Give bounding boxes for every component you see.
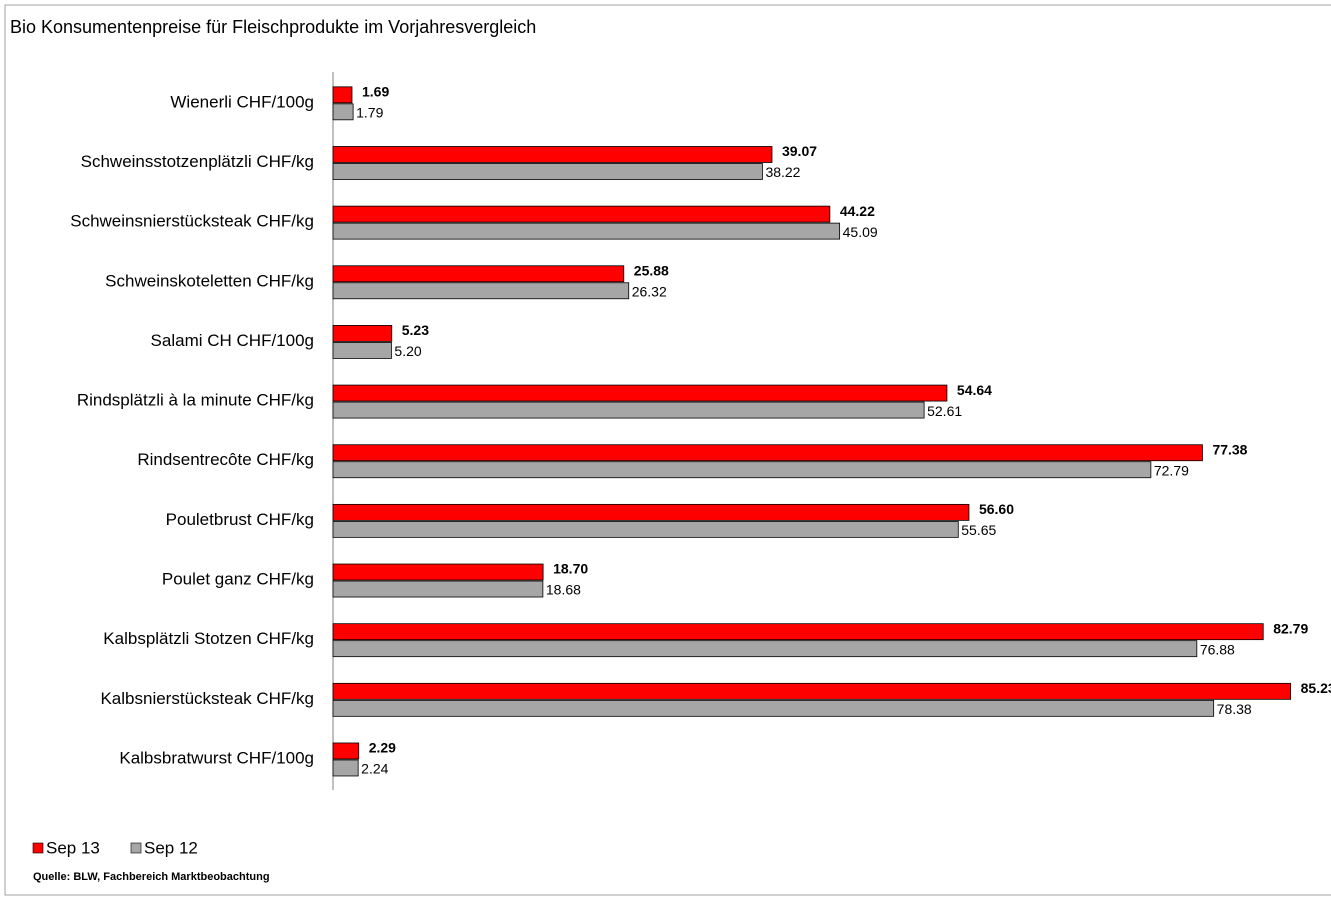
bar [332,342,392,359]
data-label: 39.07 [782,143,817,159]
bar [332,384,948,402]
bar [332,580,544,598]
category-label: Kalbsplätzli Stotzen CHF/kg [103,629,314,648]
bar [332,265,625,283]
category-label: Kalbsbratwurst CHF/100g [119,748,314,767]
data-label: 85.23 [1301,680,1331,696]
category-label: Salami CH CHF/100g [151,331,314,350]
data-label: 1.79 [356,105,383,121]
bar [332,282,630,300]
bar [332,742,360,760]
legend-label: Sep 13 [46,838,100,857]
legend-swatch [32,842,44,854]
bar [332,325,393,342]
bar [332,682,1292,700]
bar [332,759,359,777]
data-label: 82.79 [1273,620,1308,636]
data-label: 77.38 [1212,441,1247,457]
data-label: 18.68 [546,582,581,598]
bar [332,86,353,104]
data-label: 55.65 [961,522,996,538]
bar [332,103,354,121]
chart-title: Bio Konsumentenpreise für Fleischprodukt… [10,17,536,37]
bar [332,699,1215,717]
bar [332,444,1203,462]
bar [332,563,544,581]
legend-label: Sep 12 [144,838,198,857]
bar [332,163,763,180]
data-label: 78.38 [1217,701,1252,717]
category-label: Poulet ganz CHF/kg [162,570,314,589]
category-label: Schweinskoteletten CHF/kg [105,271,314,290]
bar [332,503,970,521]
category-label: Wienerli CHF/100g [170,92,314,111]
category-label: Schweinsstotzenplätzli CHF/kg [81,152,314,171]
data-label: 25.88 [634,262,669,278]
data-label: 56.60 [979,501,1014,517]
data-label: 38.22 [765,164,800,180]
data-label: 76.88 [1200,641,1235,657]
legend-swatch [130,842,142,854]
source-note: Quelle: BLW, Fachbereich Marktbeobachtun… [33,871,270,883]
category-label: Rindsentrecôte CHF/kg [137,450,314,469]
bar [332,205,831,223]
data-label: 5.23 [402,322,429,338]
bar [332,640,1198,658]
category-label: Kalbsnierstücksteak CHF/kg [100,689,314,708]
data-label: 26.32 [632,283,667,299]
bar [332,520,959,538]
bar [332,146,773,163]
data-label: 52.61 [927,403,962,419]
category-label: Rindsplätzli à la minute CHF/kg [77,391,314,410]
data-label: 5.20 [394,343,421,359]
data-label: 18.70 [553,561,588,577]
category-label: Pouletbrust CHF/kg [166,510,314,529]
data-label: 54.64 [957,382,992,398]
data-label: 45.09 [843,224,878,240]
data-label: 1.69 [362,84,389,100]
data-label: 2.24 [361,761,388,777]
bar [332,623,1264,641]
bar [332,461,1152,479]
data-label: 44.22 [840,203,875,219]
bar [332,222,841,240]
data-label: 2.29 [369,740,396,756]
category-label: Schweinsnierstücksteak CHF/kg [70,212,314,231]
data-label: 72.79 [1154,462,1189,478]
bar [332,401,925,419]
